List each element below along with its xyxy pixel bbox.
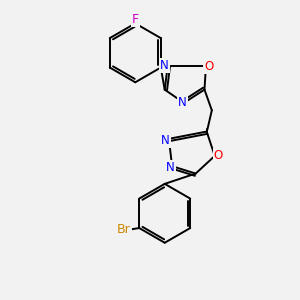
- Text: O: O: [204, 60, 214, 73]
- Text: O: O: [214, 149, 223, 162]
- Text: F: F: [132, 14, 139, 26]
- Text: Br: Br: [117, 223, 131, 236]
- Text: N: N: [178, 96, 187, 110]
- Text: N: N: [160, 59, 169, 72]
- Text: N: N: [166, 161, 175, 174]
- Text: N: N: [161, 134, 170, 147]
